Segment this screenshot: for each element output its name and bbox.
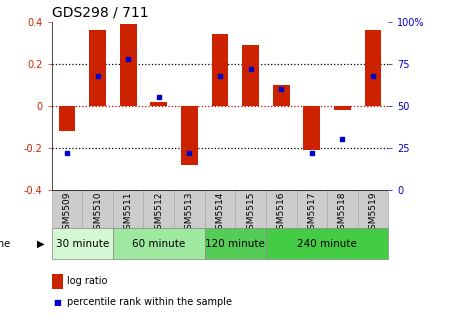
Bar [334,106,351,110]
Bar [211,35,229,106]
Bar [358,190,388,228]
Text: GSM5516: GSM5516 [277,192,286,235]
Text: GSM5515: GSM5515 [246,192,255,235]
Text: ▶: ▶ [37,239,44,249]
Text: GSM5512: GSM5512 [154,192,163,235]
Bar [113,190,144,228]
Text: GSM5518: GSM5518 [338,192,347,235]
Bar [296,190,327,228]
Text: GDS298 / 711: GDS298 / 711 [52,5,148,19]
Bar [52,228,113,259]
Text: GSM5517: GSM5517 [308,192,317,235]
Text: log ratio: log ratio [67,276,108,286]
Bar [266,228,388,259]
Bar [242,45,259,106]
Bar [205,190,235,228]
Bar [58,106,75,131]
Bar [181,106,198,165]
Bar [205,228,266,259]
Bar [52,190,82,228]
Text: GSM5510: GSM5510 [93,192,102,235]
Text: 60 minute: 60 minute [132,239,185,249]
Bar [266,190,296,228]
Text: 120 minute: 120 minute [205,239,265,249]
Bar [273,85,290,106]
Text: time: time [0,239,11,249]
Text: GSM5513: GSM5513 [185,192,194,235]
Bar [327,190,358,228]
Text: 30 minute: 30 minute [56,239,109,249]
Bar [150,102,167,106]
Bar [365,30,382,106]
Bar [144,190,174,228]
Bar [235,190,266,228]
Text: percentile rank within the sample: percentile rank within the sample [67,297,232,307]
Text: GSM5514: GSM5514 [216,192,224,235]
Text: GSM5519: GSM5519 [369,192,378,235]
Bar [82,190,113,228]
Bar [120,24,136,106]
Text: GSM5511: GSM5511 [123,192,132,235]
Bar [89,30,106,106]
Bar [174,190,205,228]
Text: ■: ■ [53,298,61,307]
Text: 240 minute: 240 minute [297,239,357,249]
Bar [304,106,320,150]
Bar [113,228,205,259]
Text: GSM5509: GSM5509 [62,192,71,235]
